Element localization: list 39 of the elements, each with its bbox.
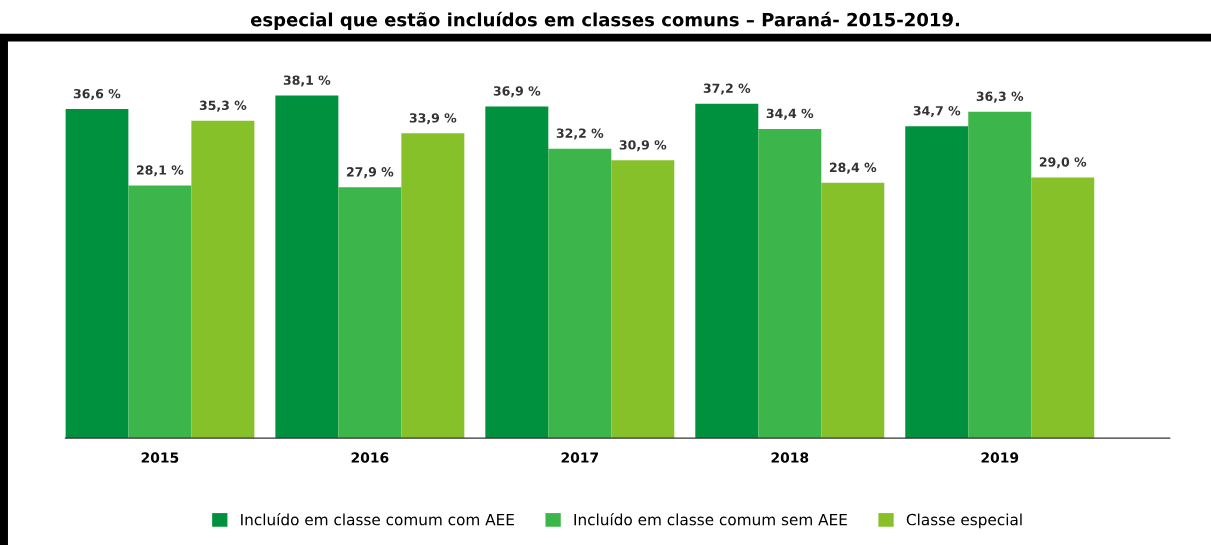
data-label: 34,7 % — [913, 105, 961, 118]
legend-label: Incluído em classe comum com AEE — [241, 512, 514, 526]
bar — [191, 120, 255, 439]
bar — [401, 133, 465, 439]
data-label: 36,9 % — [493, 86, 541, 98]
data-label: 29,0 % — [1039, 157, 1087, 169]
bar — [905, 126, 969, 439]
bar — [548, 148, 612, 439]
x-tick-label: 2016 — [351, 452, 389, 463]
bar — [275, 95, 339, 439]
x-tick-label: 2018 — [771, 452, 809, 463]
chart-title: especial que estão incluídos em classes comuns – Paraná- 2015-2019. — [250, 11, 960, 30]
bar — [338, 187, 402, 439]
data-label: 35,3 % — [199, 100, 247, 112]
data-label: 28,1 % — [137, 165, 184, 177]
data-label: 30,9 % — [619, 140, 667, 152]
bar — [128, 185, 192, 439]
data-label: 38,1 % — [283, 75, 331, 87]
data-label: 34,4 % — [766, 108, 814, 120]
x-tick-label: 2015 — [141, 452, 179, 463]
x-tick-label: 2019 — [981, 452, 1019, 463]
bar — [821, 182, 885, 439]
data-label: 28,4 % — [829, 162, 877, 174]
bar — [485, 106, 549, 439]
bar — [968, 111, 1032, 439]
legend-label: Incluído em classe comum sem AEE — [574, 512, 847, 526]
data-label: 36,6 % — [73, 88, 121, 100]
legend-label: Classe especial — [906, 513, 1022, 529]
data-label: 27,9 % — [346, 167, 394, 179]
x-tick-label: 2017 — [561, 452, 599, 463]
bar — [611, 160, 675, 439]
data-label: 33,9 % — [409, 113, 457, 125]
data-label: 37,2 % — [703, 83, 751, 95]
bar — [758, 128, 822, 439]
bar — [695, 103, 759, 439]
data-label: 36,3 % — [976, 91, 1024, 103]
bar — [65, 109, 129, 439]
data-label: 32,2 % — [556, 128, 604, 140]
bar — [1031, 177, 1095, 439]
